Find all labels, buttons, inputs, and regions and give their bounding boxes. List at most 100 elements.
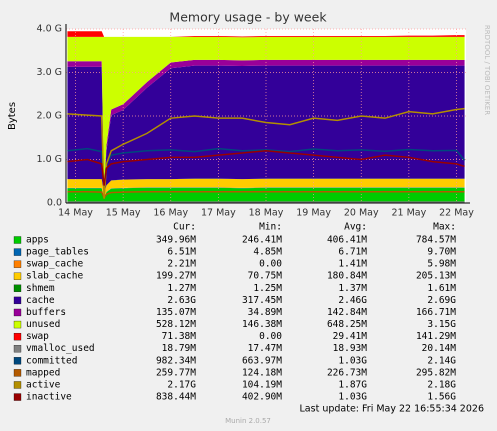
legend-swatch [13,345,22,353]
legend-swatch [13,296,22,305]
line [67,150,465,186]
stat-value: 1.27M [167,283,196,294]
x-tick-label: 17 May [201,208,236,219]
legend-label: unused [26,319,60,330]
stat-value: 0.00 [259,331,282,342]
stat-value: 1.56G [427,392,456,403]
stat-value: 3.15G [427,319,456,330]
stat-value: 402.90M [242,392,282,403]
stat-value: 259.77M [156,367,196,378]
stat-value: 104.19M [242,379,282,390]
area [67,178,465,199]
y-tick-label: 4.0 G [37,24,63,35]
legend-swatch [13,393,22,401]
legend-label: mapped [26,367,60,378]
area [67,31,465,38]
legend-swatch [13,260,22,268]
legend-label: page_tables [26,247,89,258]
legend-swatch [13,357,22,365]
x-tick-label: 18 May [249,208,284,219]
legend-label: swap_cache [26,259,83,270]
watermark: RRDTOOL / TOBI OETIKER [483,25,491,115]
stat-value: 246.41M [242,235,282,246]
x-tick-label: 16 May [153,208,188,219]
stat-value: 982.34M [156,355,196,366]
stat-value: 142.84M [327,307,367,318]
stat-value: 166.71M [416,307,456,318]
stat-value: 141.29M [416,331,456,342]
stat-value: 135.07M [156,307,196,318]
legend-swatch [13,320,22,329]
x-tick-label: 22 May [439,208,474,219]
column-header: Avg: [344,222,367,233]
legend-label: buffers [26,307,66,318]
legend-swatch [13,332,22,341]
stat-value: 528.12M [156,319,196,330]
stat-value: 2.21M [167,259,196,270]
stat-value: 29.41M [333,331,368,342]
stat-value: 0.00 [259,259,282,270]
legend-label: committed [26,355,77,366]
stat-value: 205.13M [416,271,456,282]
last-update: Last update: Fri May 22 16:55:34 2026 [300,404,484,415]
stat-value: 6.51M [167,247,196,258]
stat-value: 2.14G [427,355,456,366]
stat-value: 1.37M [338,283,367,294]
legend-swatch [13,272,22,280]
stat-value: 295.82M [416,367,456,378]
stat-value: 124.18M [242,367,282,378]
stat-value: 838.44M [156,392,196,403]
stat-value: 2.69G [427,295,456,306]
legend-label: slab_cache [26,271,83,282]
legend-label: shmem [26,283,55,294]
stat-value: 18.93M [333,343,368,354]
stat-value: 784.57M [416,235,456,246]
chart-title: Memory usage - by week [169,10,327,25]
stat-value: 317.45M [242,295,282,306]
stat-value: 17.47M [248,343,283,354]
stat-value: 9.70M [427,247,456,258]
legend-label: active [26,379,61,390]
x-tick-label: 14 May [58,208,93,219]
stat-value: 20.14M [422,343,457,354]
legend-swatch [13,248,22,256]
stat-value: 199.27M [156,271,196,282]
stat-value: 34.89M [248,307,283,318]
legend-label: inactive [26,392,72,403]
legend-swatch [13,381,22,389]
stat-value: 1.25M [253,283,282,294]
stat-value: 648.25M [327,319,367,330]
stat-value: 406.41M [327,235,367,246]
legend-swatch [13,236,22,244]
legend-label: cache [26,295,55,306]
stat-value: 1.03G [338,392,367,403]
legend-label: vmalloc_used [26,343,95,354]
y-tick-label: 0.0 [47,198,62,209]
stat-value: 71.38M [162,331,197,342]
line [67,190,465,200]
x-tick-label: 19 May [296,208,331,219]
stat-value: 1.41M [338,259,367,270]
footer: Munin 2.0.57 [225,417,271,425]
stat-value: 2.18G [427,379,456,390]
stat-value: 663.97M [242,355,282,366]
column-header: Cur: [173,222,196,233]
area [67,65,465,194]
stat-value: 18.79M [162,343,197,354]
legend-swatch [13,308,22,317]
stat-value: 180.84M [327,271,367,282]
stat-value: 1.61M [427,283,456,294]
legend-swatch [13,369,22,377]
y-axis-label: Bytes [7,102,18,130]
x-tick-label: 15 May [106,208,141,219]
x-tick-label: 21 May [391,208,426,219]
column-header: Max: [433,222,456,233]
stat-value: 226.73M [327,367,367,378]
stat-value: 2.17G [167,379,196,390]
stat-value: 1.03G [338,355,367,366]
x-tick-label: 20 May [344,208,379,219]
stat-value: 2.63G [167,295,196,306]
legend-label: apps [26,235,49,246]
y-tick-label: 1.0 G [37,154,63,165]
